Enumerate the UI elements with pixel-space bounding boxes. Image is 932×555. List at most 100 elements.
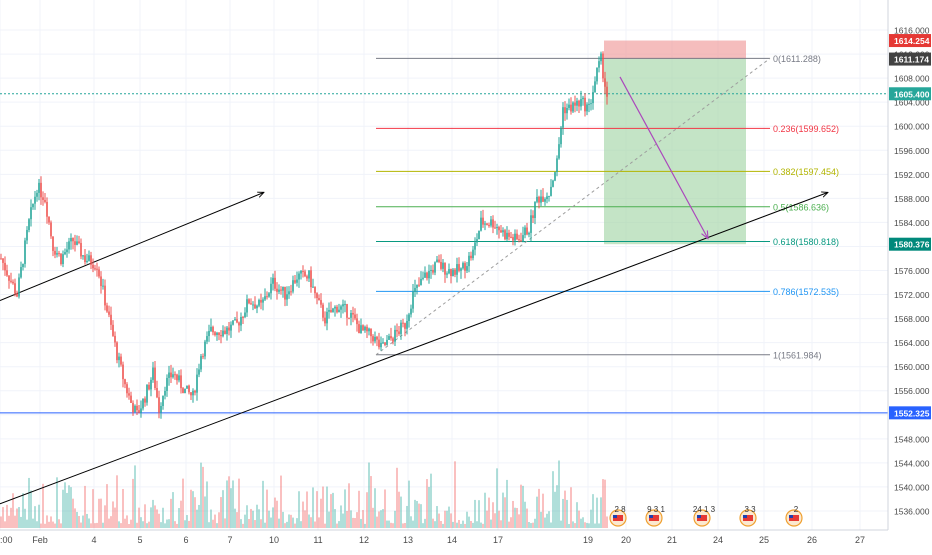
candle-body xyxy=(490,219,492,226)
candle-body xyxy=(158,397,160,413)
volume-bar xyxy=(360,518,362,528)
candle-body xyxy=(374,336,376,342)
volume-bar xyxy=(94,523,96,528)
volume-bar xyxy=(162,507,164,528)
candle-body xyxy=(222,330,224,337)
candle-body xyxy=(190,392,192,396)
candle-body xyxy=(320,300,322,305)
candle-body xyxy=(398,331,400,334)
candle-body xyxy=(516,233,518,240)
volume-bar xyxy=(98,498,100,528)
candle-body xyxy=(572,102,574,112)
volume-bar xyxy=(460,523,462,528)
candle-body xyxy=(88,255,90,261)
volume-bar xyxy=(564,490,566,528)
candle-body xyxy=(198,369,200,375)
candle-body xyxy=(236,319,238,323)
event-flag-icon[interactable]: 2 8 xyxy=(609,505,627,527)
volume-bar xyxy=(548,511,550,528)
candle-body xyxy=(234,319,236,321)
volume-bar xyxy=(590,509,592,528)
volume-bar xyxy=(542,493,544,528)
candle-body xyxy=(334,306,336,309)
candle-body xyxy=(106,305,108,312)
volume-bar xyxy=(200,462,202,528)
candle-body xyxy=(440,261,442,269)
x-tick-label: 11 xyxy=(313,535,322,545)
candle-body xyxy=(34,196,36,204)
event-count-label: 3 3 xyxy=(744,505,756,514)
fibonacci-retracement[interactable]: 0(1611.288) 0.236(1599.652) 0.382(1597.454… xyxy=(375,54,839,360)
candle-body xyxy=(230,324,232,331)
candle-body xyxy=(494,227,496,229)
volume-bars xyxy=(0,460,608,528)
volume-bar xyxy=(464,523,466,528)
volume-bar xyxy=(514,507,516,528)
candle-body xyxy=(352,313,354,315)
candle-body xyxy=(118,356,120,361)
candle-body xyxy=(308,270,310,279)
volume-bar xyxy=(238,478,240,528)
candle-body xyxy=(366,326,368,332)
volume-bar xyxy=(344,489,346,528)
volume-bar xyxy=(262,480,264,528)
volume-bar xyxy=(422,523,424,528)
volume-bar xyxy=(434,521,436,528)
volume-bar xyxy=(28,477,30,528)
candle-body xyxy=(558,144,560,159)
price-badge-label: 1611.174 xyxy=(894,55,929,65)
volume-bar xyxy=(132,478,134,528)
event-count-label: 24 1 3 xyxy=(693,505,716,514)
volume-bar xyxy=(342,513,344,528)
candle-body xyxy=(424,272,426,278)
volume-bar xyxy=(456,522,458,528)
candle-body xyxy=(552,180,554,187)
candle-body xyxy=(184,388,186,394)
candle-body xyxy=(26,229,28,241)
volume-bar xyxy=(26,519,28,528)
candle-body xyxy=(428,270,430,279)
volume-bar xyxy=(150,507,152,528)
volume-bar xyxy=(516,507,518,528)
candle-body xyxy=(392,338,394,342)
event-flag-icon[interactable]: 9 3 1 xyxy=(645,505,665,527)
volume-bar xyxy=(428,486,430,528)
candle-body xyxy=(166,377,168,391)
candle-body xyxy=(312,286,314,288)
candle-body xyxy=(602,53,604,79)
candle-body xyxy=(376,336,378,340)
volume-bar xyxy=(338,521,340,528)
trend-lines[interactable] xyxy=(0,76,828,505)
candle-body xyxy=(208,330,210,337)
price-badge-label: 1614.254 xyxy=(894,36,930,46)
volume-bar xyxy=(52,521,54,528)
candle-body xyxy=(354,314,356,319)
candle-body xyxy=(282,286,284,291)
candle-body xyxy=(284,286,286,300)
volume-bar xyxy=(90,523,92,528)
volume-bar xyxy=(246,505,248,528)
candle-body xyxy=(400,322,402,334)
volume-bar xyxy=(358,490,360,528)
candle-body xyxy=(416,284,418,288)
y-tick-label: 1536.000 xyxy=(894,506,930,516)
volume-bar xyxy=(140,517,142,528)
event-icons[interactable]: 2 8 9 3 1 24 1 3 3 3 2 xyxy=(609,505,803,527)
candle-body xyxy=(180,375,182,389)
volume-bar xyxy=(552,471,554,528)
candle-body xyxy=(162,395,164,407)
candle-body xyxy=(112,324,114,336)
candle-body xyxy=(476,239,478,243)
volume-bar xyxy=(260,519,262,528)
volume-bar xyxy=(60,523,62,528)
event-flag-icon[interactable]: 2 xyxy=(785,505,803,527)
event-flag-icon[interactable]: 24 1 3 xyxy=(693,505,716,527)
volume-bar xyxy=(154,505,156,528)
volume-bar xyxy=(454,461,456,528)
candle-body xyxy=(238,322,240,326)
candle-body xyxy=(274,277,276,289)
event-flag-icon[interactable]: 3 3 xyxy=(739,505,757,527)
volume-bar xyxy=(198,504,200,528)
